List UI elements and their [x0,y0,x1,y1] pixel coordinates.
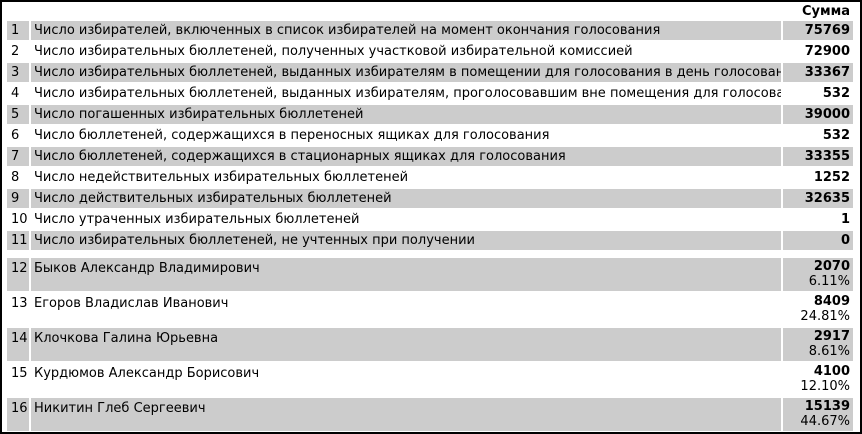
row-number: 14 [7,328,29,361]
row-number: 3 [7,63,29,82]
table-row: 10 Число утраченных избирательных бюллет… [7,210,853,229]
row-number: 2 [7,42,29,61]
row-label: Число бюллетеней, содержащихся в стацион… [31,147,781,166]
candidate-votes: 2917 [813,329,850,344]
row-value: 39000 [783,105,853,124]
table-row: 6 Число бюллетеней, содержащихся в перен… [7,126,853,145]
row-number: 10 [7,210,29,229]
row-value: 33367 [783,63,853,82]
row-value: 75769 [783,21,853,40]
candidate-result: 8409 24.81% [783,293,853,326]
candidate-result: 4100 12.10% [783,363,853,396]
row-value: 72900 [783,42,853,61]
candidate-votes: 2070 [813,259,850,274]
candidate-row: 13 Егоров Владислав Иванович 8409 24.81% [7,293,853,326]
row-label: Число бюллетеней, содержащихся в перенос… [31,126,781,145]
row-number: 11 [7,231,29,250]
row-label: Число избирателей, включенных в список и… [31,21,781,40]
row-number: 16 [7,398,29,431]
row-label: Число избирательных бюллетеней, полученн… [31,42,781,61]
row-value: 33355 [783,147,853,166]
candidate-percent: 6.11% [808,274,850,289]
candidate-row: 12 Быков Александр Владимирович 2070 6.1… [7,258,853,291]
candidate-percent: 8.61% [808,344,850,359]
candidate-row: 15 Курдюмов Александр Борисович 4100 12.… [7,363,853,396]
row-number: 5 [7,105,29,124]
table-row: 8 Число недействительных избирательных б… [7,168,853,187]
candidate-votes: 15139 [804,399,850,414]
table-row: 11 Число избирательных бюллетеней, не уч… [7,231,853,250]
row-value: 0 [783,231,853,250]
row-value: 532 [783,84,853,103]
row-label: Число избирательных бюллетеней, выданных… [31,84,781,103]
row-value: 1 [783,210,853,229]
spacer-row [7,252,853,256]
candidate-row: 16 Никитин Глеб Сергеевич 15139 44.67% [7,398,853,431]
candidate-name: Никитин Глеб Сергеевич [31,398,781,431]
candidate-name: Быков Александр Владимирович [31,258,781,291]
row-number: 13 [7,293,29,326]
row-label: Число действительных избирательных бюлле… [31,189,781,208]
row-value: 32635 [783,189,853,208]
row-label: Число избирательных бюллетеней, не учтен… [31,231,781,250]
row-value: 532 [783,126,853,145]
row-label: Число избирательных бюллетеней, выданных… [31,63,781,82]
row-label: Число недействительных избирательных бюл… [31,168,781,187]
table-row: 7 Число бюллетеней, содержащихся в стаци… [7,147,853,166]
candidate-name: Егоров Владислав Иванович [31,293,781,326]
table-header-row: Сумма [7,4,853,19]
row-number: 15 [7,363,29,396]
row-number: 6 [7,126,29,145]
row-number: 9 [7,189,29,208]
row-label: Число погашенных избирательных бюллетене… [31,105,781,124]
candidate-row: 14 Клочкова Галина Юрьевна 2917 8.61% [7,328,853,361]
table-row: 5 Число погашенных избирательных бюллете… [7,105,853,124]
table-row: 2 Число избирательных бюллетеней, получе… [7,42,853,61]
table-row: 4 Число избирательных бюллетеней, выданн… [7,84,853,103]
candidate-result: 2070 6.11% [783,258,853,291]
candidate-name: Курдюмов Александр Борисович [31,363,781,396]
sum-column-header: Сумма [783,4,853,19]
candidate-result: 15139 44.67% [783,398,853,431]
row-number: 4 [7,84,29,103]
row-value: 1252 [783,168,853,187]
row-number: 1 [7,21,29,40]
candidate-result: 2917 8.61% [783,328,853,361]
candidate-votes: 4100 [813,364,850,379]
row-label: Число утраченных избирательных бюллетене… [31,210,781,229]
candidate-percent: 12.10% [800,379,850,394]
table-row: 3 Число избирательных бюллетеней, выданн… [7,63,853,82]
candidate-votes: 8409 [813,294,850,309]
header-num-cell [7,4,29,19]
row-number: 12 [7,258,29,291]
table-row: 1 Число избирателей, включенных в список… [7,21,853,40]
row-number: 7 [7,147,29,166]
candidate-name: Клочкова Галина Юрьевна [31,328,781,361]
row-number: 8 [7,168,29,187]
header-label-cell [31,4,781,19]
candidate-percent: 24.81% [800,309,850,324]
table-row: 9 Число действительных избирательных бюл… [7,189,853,208]
candidate-percent: 44.67% [800,414,850,429]
results-table: Сумма 1 Число избирателей, включенных в … [5,2,855,432]
